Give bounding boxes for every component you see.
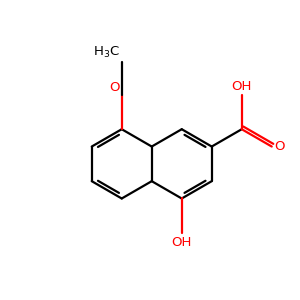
Text: H$_3$C: H$_3$C: [93, 45, 120, 60]
Text: OH: OH: [172, 236, 192, 249]
Text: O: O: [110, 80, 120, 94]
Text: OH: OH: [232, 80, 252, 93]
Text: O: O: [274, 140, 285, 153]
